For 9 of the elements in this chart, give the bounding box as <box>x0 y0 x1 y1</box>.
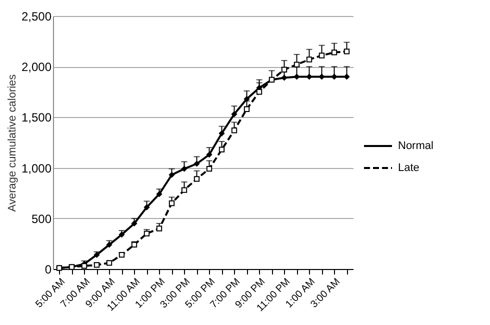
y-tick-label: 0 <box>44 262 52 276</box>
legend-label: Normal <box>398 140 434 152</box>
y-tick-label: 500 <box>31 212 52 226</box>
y-tick-label: 1,500 <box>21 110 52 125</box>
y-tick-label: 2,000 <box>21 60 52 74</box>
y-tick-label: 1,000 <box>21 161 52 176</box>
y-axis-title: Average cumulative calories <box>6 74 18 212</box>
y-tick-label: 2,500 <box>21 10 52 24</box>
legend-label: Late <box>398 162 420 174</box>
